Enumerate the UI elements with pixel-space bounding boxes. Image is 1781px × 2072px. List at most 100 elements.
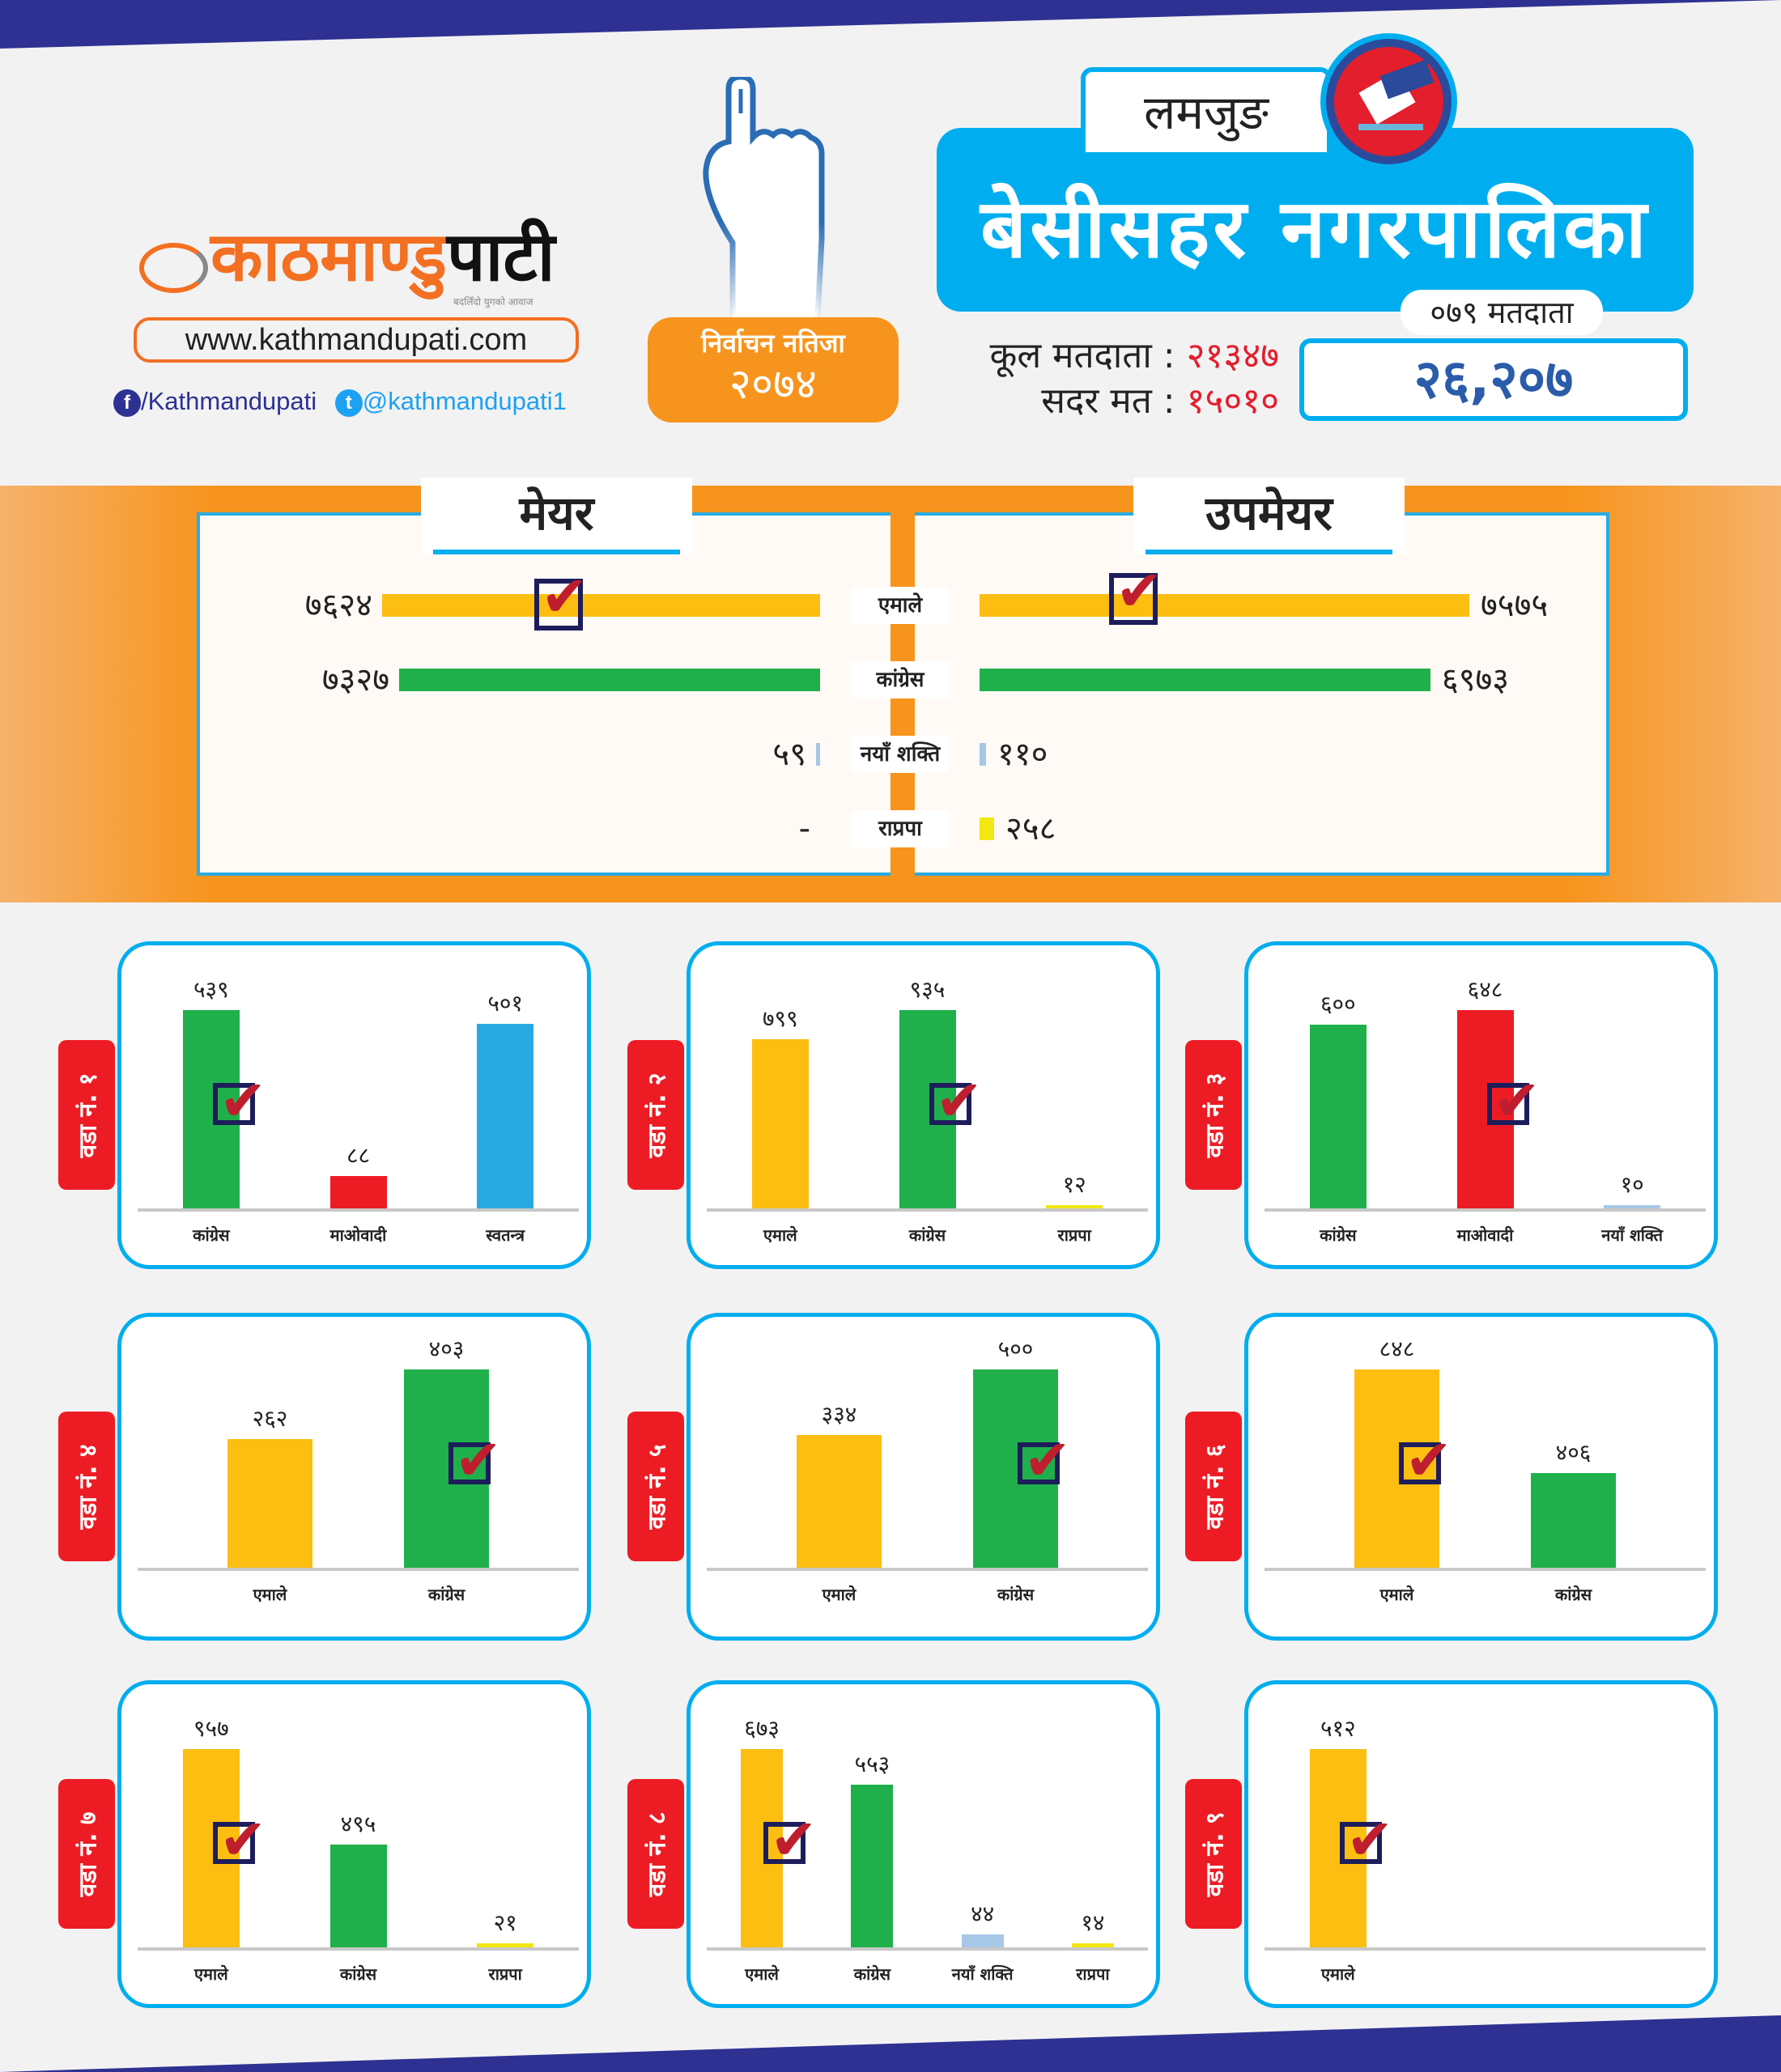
chart-baseline (1265, 1568, 1706, 1571)
result-year: २०७४ (729, 360, 818, 409)
ward-title: वडा नं. ९ (1201, 1811, 1230, 1897)
ward-tab: वडा नं. २ (627, 1040, 684, 1190)
mayor-heading: मेयर (421, 478, 692, 554)
ward-bar-value: ९५७ (193, 1715, 229, 1742)
ward-bar-value: २१ (493, 1909, 517, 1936)
ward-bar-category: राप्रपा (1057, 1225, 1091, 1245)
ward-card: ३३४ एमाले ५०० कांग्रेस (686, 1313, 1160, 1641)
ward-bar-value: १२ (1062, 1171, 1086, 1198)
ward-bar-category: एमाले (822, 1585, 856, 1604)
top-band (0, 0, 1781, 49)
valid-votes-value: १५०१० (1186, 380, 1279, 422)
valid-votes-label: सदर मत : (1041, 380, 1175, 422)
ward-bar-category: कांग्रेस (853, 1964, 891, 1984)
deputy-mayor-title: उपमेयर (1205, 486, 1333, 541)
ward-bar-value: ६०० (1320, 991, 1356, 1018)
ward-bar-value: ४०६ (1555, 1438, 1592, 1466)
ward-bar-category: एमाले (253, 1585, 287, 1604)
chart-baseline (138, 1568, 579, 1571)
ward-bar-category: कांग्रेस (193, 1225, 230, 1245)
ward-card: ६०० कांग्रेस ६४८ माओवादी १० नयाँ शक्ति (1244, 941, 1718, 1269)
ward-tab: वडा नं. ५ (627, 1412, 684, 1561)
ward-card: ५१२ एमाले (1244, 1680, 1718, 2008)
deputy-value-label: ६९७३ (1441, 661, 1510, 698)
ward-bar-value: १४ (1081, 1909, 1105, 1936)
ward-bar (329, 1845, 387, 1947)
chart-baseline (138, 1208, 579, 1212)
chart-baseline (707, 1208, 1148, 1212)
logo-globe-icon (139, 243, 208, 293)
deputy-bar (980, 743, 986, 766)
ward-title: वडा नं. ७ (74, 1811, 103, 1897)
ward-bar-category: राप्रपा (488, 1964, 522, 1984)
website-link[interactable]: www.kathmandupati.com (134, 317, 579, 363)
chart-baseline (707, 1947, 1148, 1951)
winner-checkmark-icon (212, 1068, 266, 1133)
result-label: निर्वाचन नतिजा (701, 328, 845, 359)
ward-bar-value: २६२ (252, 1404, 288, 1432)
logo-tagline: बदलिँदो युगको आवाज (453, 296, 533, 308)
winner-checkmark-icon (1017, 1428, 1071, 1492)
voters-079-box: २६,२०७ (1299, 338, 1688, 421)
ward-bar-category: कांग्रेस (427, 1585, 465, 1604)
ward-bar-value: ९३५ (909, 976, 946, 1003)
ward-tab: वडा नं. ६ (1185, 1412, 1242, 1561)
logo-main: काठमाण्डु (210, 217, 447, 296)
ward-card: ८४८ एमाले ४०६ कांग्रेस (1244, 1313, 1718, 1641)
ward-bar-value: ५०० (997, 1335, 1034, 1362)
ward-tab: वडा नं. १ (58, 1040, 115, 1190)
ward-bar-category: राप्रपा (1076, 1964, 1110, 1984)
ward-card: २६२ एमाले ४०३ कांग्रेस (117, 1313, 591, 1641)
total-voters-value: २१३४७ (1186, 335, 1279, 376)
ward-bar-category: कांग्रेस (339, 1964, 377, 1984)
ward-bar (1046, 1205, 1103, 1208)
winner-checkmark-icon (1486, 1068, 1541, 1133)
municipality-title: बेसीसहर नगरपालिका (937, 128, 1694, 312)
ward-bar (477, 1024, 534, 1208)
facebook-link[interactable]: /Kathmandupati (141, 387, 317, 415)
bottom-band (0, 2015, 1781, 2072)
ward-bar-value: ४९५ (340, 1811, 376, 1838)
twitter-link[interactable]: @kathmandupati1 (362, 387, 567, 415)
mayor-value-label: ७६२४ (304, 587, 372, 624)
ward-bar (477, 1942, 534, 1947)
ward-bar-category: एमाले (763, 1225, 797, 1245)
mayor-value-label: ७३२७ (321, 661, 390, 698)
ward-bar-category: माओवादी (329, 1225, 387, 1245)
party-label: एमाले (852, 587, 949, 624)
deputy-bar (980, 669, 1430, 691)
ward-bar-value: ८४८ (1379, 1335, 1415, 1362)
ward-tab: वडा नं. ३ (1185, 1040, 1242, 1190)
deputy-value-label: ७५७५ (1481, 587, 1549, 624)
winner-checkmark-icon (763, 1807, 818, 1872)
chart-baseline (1265, 1208, 1706, 1212)
ward-bar (751, 1038, 809, 1208)
deputy-mayor-heading: उपमेयर (1133, 478, 1405, 554)
deputy-bar (980, 594, 1469, 617)
vote-stats: कूल मतदाता : २१३४७ सदर मत : १५०१० (923, 333, 1279, 424)
ward-bar-value: ३३४ (821, 1401, 857, 1429)
ward-card: ७९९ एमाले ९३५ कांग्रेस १२ राप्रपा (686, 941, 1160, 1269)
chart-baseline (138, 1947, 579, 1951)
mayor-bar (382, 594, 820, 617)
mayor-winner-checkmark-icon (534, 564, 589, 631)
ward-title: वडा नं. १ (74, 1072, 103, 1158)
deputy-bar (980, 817, 994, 840)
ward-bar (227, 1438, 312, 1568)
facebook-icon: f (113, 388, 141, 417)
ward-bar-value: ५५३ (854, 1750, 890, 1777)
chart-baseline (707, 1568, 1148, 1571)
deputy-value-label: २५८ (1005, 810, 1056, 847)
district-name: लमजुङ (1081, 67, 1332, 152)
ward-bar-value: ७९९ (762, 1004, 798, 1032)
ward-bar-category: नयाँ शक्ति (951, 1964, 1014, 1984)
mayor-value-label: ५९ (772, 736, 806, 773)
chart-baseline (1265, 1947, 1706, 1951)
winner-checkmark-icon (1398, 1428, 1452, 1492)
mayor-title: मेयर (519, 486, 594, 541)
logo-accent: पाटी (446, 217, 555, 296)
ward-tab: वडा नं. ७ (58, 1779, 115, 1929)
ward-title: वडा नं. ८ (643, 1811, 672, 1897)
ward-title: वडा नं. ३ (1201, 1072, 1230, 1158)
ward-bar-category: माओवादी (1456, 1225, 1514, 1245)
